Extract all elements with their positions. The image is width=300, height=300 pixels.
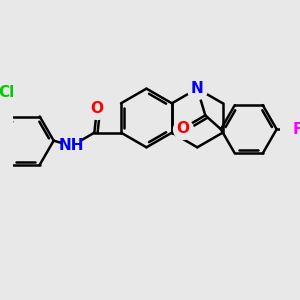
Text: O: O — [91, 101, 103, 116]
Text: NH: NH — [59, 139, 84, 154]
Text: O: O — [176, 121, 189, 136]
Text: N: N — [191, 81, 204, 96]
Text: Cl: Cl — [0, 85, 15, 100]
Text: F: F — [293, 122, 300, 137]
